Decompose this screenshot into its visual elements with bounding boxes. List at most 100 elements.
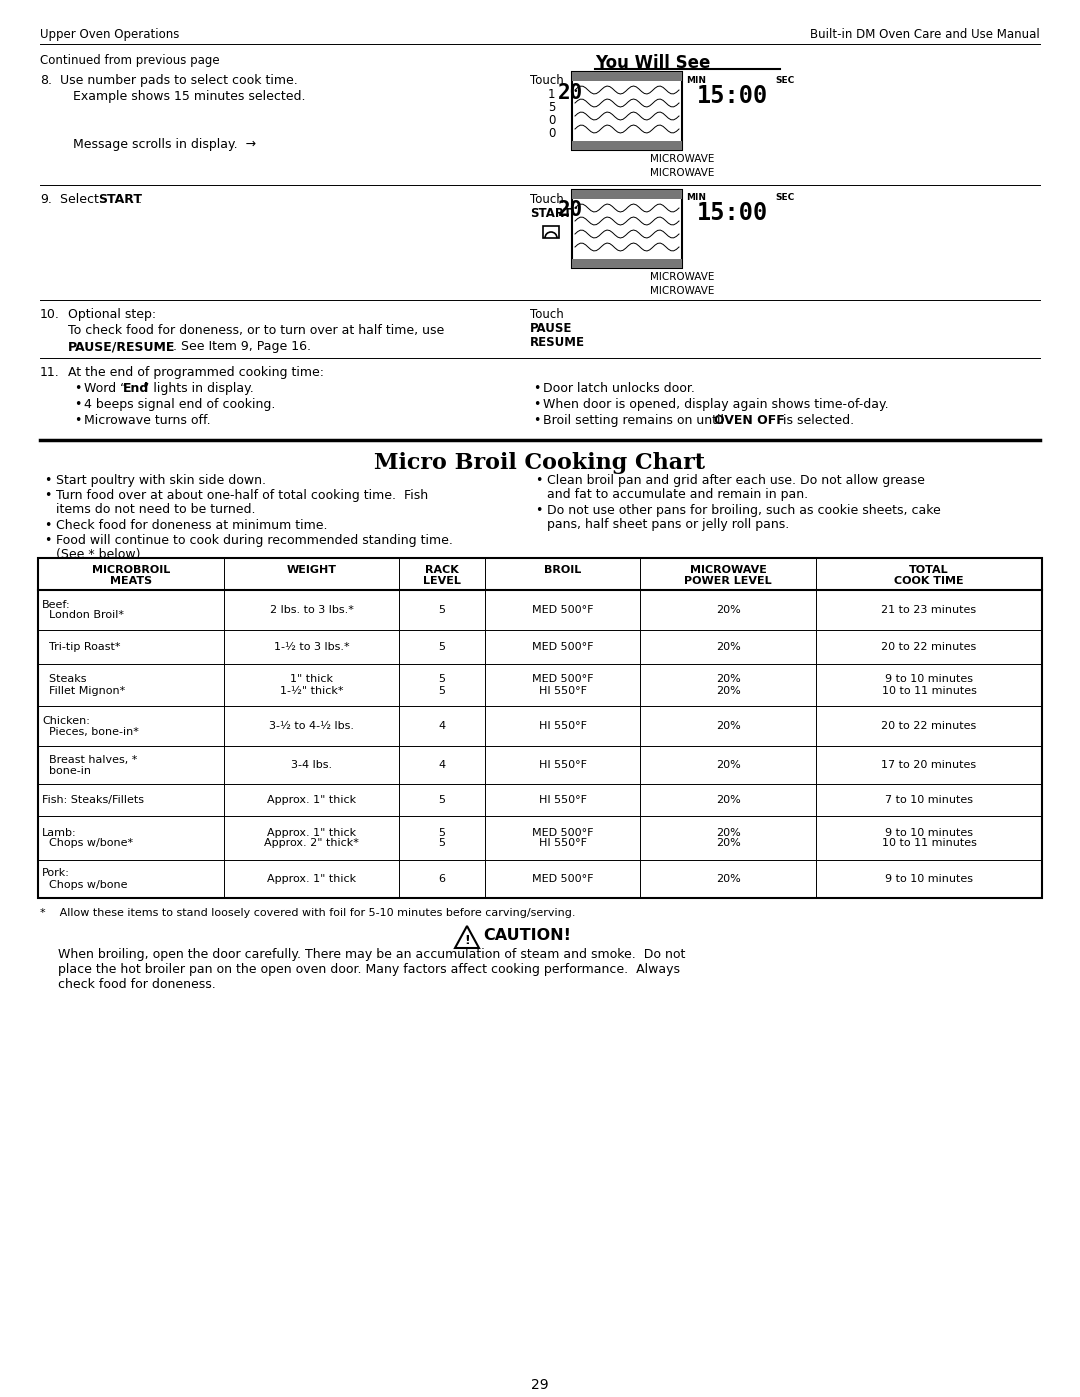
Text: 6: 6 — [438, 875, 446, 884]
Text: •: • — [44, 474, 52, 488]
Text: MED 500°F: MED 500°F — [531, 875, 593, 884]
Text: Breast halves, *: Breast halves, * — [42, 754, 137, 764]
Text: •: • — [534, 398, 540, 411]
Text: Pieces, bone-in*: Pieces, bone-in* — [42, 726, 139, 736]
Text: 15:00: 15:00 — [697, 201, 768, 225]
Text: Optional step:: Optional step: — [68, 307, 157, 321]
Text: 20%: 20% — [716, 686, 741, 696]
Text: 3-½ to 4-½ lbs.: 3-½ to 4-½ lbs. — [269, 721, 354, 731]
Text: Touch: Touch — [530, 74, 564, 87]
Text: 1-½" thick*: 1-½" thick* — [280, 686, 343, 696]
Text: Message scrolls in display.  →: Message scrolls in display. → — [73, 138, 256, 151]
Text: MIN: MIN — [686, 193, 706, 203]
Text: 1" thick: 1" thick — [291, 675, 333, 685]
Text: Built-in DM Oven Care and Use Manual: Built-in DM Oven Care and Use Manual — [810, 28, 1040, 41]
Text: SEC: SEC — [775, 193, 794, 203]
Bar — [38, 746, 1042, 784]
Text: place the hot broiler pan on the open oven door. Many factors affect cooking per: place the hot broiler pan on the open ov… — [58, 963, 680, 977]
Bar — [38, 861, 1042, 898]
Text: OVEN OFF: OVEN OFF — [714, 414, 785, 427]
Text: •: • — [75, 398, 81, 411]
Text: 3-4 lbs.: 3-4 lbs. — [291, 760, 333, 770]
Text: When broiling, open the door carefully. There may be an accumulation of steam an: When broiling, open the door carefully. … — [58, 949, 686, 961]
Text: ” lights in display.: ” lights in display. — [143, 381, 254, 395]
Text: MEATS: MEATS — [110, 576, 152, 585]
Bar — [38, 557, 1042, 898]
Text: Start poultry with skin side down.: Start poultry with skin side down. — [56, 474, 266, 488]
Text: Beef:: Beef: — [42, 599, 70, 609]
Text: 8.: 8. — [40, 74, 52, 87]
Text: 0: 0 — [548, 115, 555, 127]
Text: To check food for doneness, or to turn over at half time, use: To check food for doneness, or to turn o… — [68, 324, 444, 337]
Text: 17 to 20 minutes: 17 to 20 minutes — [881, 760, 976, 770]
Text: Broil setting remains on until: Broil setting remains on until — [543, 414, 728, 427]
Text: Steaks: Steaks — [42, 675, 86, 685]
Text: Turn food over at about one-half of total cooking time.  Fish: Turn food over at about one-half of tota… — [56, 489, 428, 502]
Text: •: • — [44, 520, 52, 532]
Bar — [38, 557, 1042, 590]
Text: RESUME: RESUME — [530, 337, 585, 349]
Text: START: START — [98, 193, 141, 205]
Text: pans, half sheet pans or jelly roll pans.: pans, half sheet pans or jelly roll pans… — [546, 518, 789, 531]
Text: 20: 20 — [558, 82, 583, 103]
Text: (See * below).: (See * below). — [56, 548, 145, 562]
Text: 4 beeps signal end of cooking.: 4 beeps signal end of cooking. — [84, 398, 275, 411]
Text: •: • — [535, 474, 542, 488]
Text: WEIGHT: WEIGHT — [286, 564, 337, 576]
Text: RACK: RACK — [426, 564, 459, 576]
Text: Pork:: Pork: — [42, 869, 70, 879]
Text: Chicken:: Chicken: — [42, 715, 90, 725]
Text: •: • — [534, 381, 540, 395]
Text: 11.: 11. — [40, 366, 59, 379]
Text: When door is opened, display again shows time-of-day.: When door is opened, display again shows… — [543, 398, 889, 411]
Text: LEVEL: LEVEL — [423, 576, 461, 585]
Text: 20 to 22 minutes: 20 to 22 minutes — [881, 643, 976, 652]
Text: Approx. 1" thick: Approx. 1" thick — [267, 827, 356, 837]
Bar — [38, 590, 1042, 630]
Text: Continued from previous page: Continued from previous page — [40, 54, 219, 67]
Text: 2 lbs. to 3 lbs.*: 2 lbs. to 3 lbs.* — [270, 605, 353, 615]
Text: 5: 5 — [438, 795, 446, 805]
Bar — [572, 190, 681, 268]
Text: .: . — [138, 193, 141, 205]
Text: MED 500°F: MED 500°F — [531, 827, 593, 837]
Text: Example shows 15 minutes selected.: Example shows 15 minutes selected. — [73, 89, 306, 103]
Text: Do not use other pans for broiling, such as cookie sheets, cake: Do not use other pans for broiling, such… — [546, 504, 941, 517]
Text: 15:00: 15:00 — [697, 84, 768, 108]
Text: •: • — [534, 414, 540, 427]
Text: 5: 5 — [438, 605, 446, 615]
Text: 21 to 23 minutes: 21 to 23 minutes — [881, 605, 976, 615]
Text: HI 550°F: HI 550°F — [539, 686, 586, 696]
Text: MED 500°F: MED 500°F — [531, 605, 593, 615]
Text: 20%: 20% — [716, 643, 741, 652]
Text: *    Allow these items to stand loosely covered with foil for 5-10 minutes befor: * Allow these items to stand loosely cov… — [40, 908, 576, 918]
Text: At the end of programmed cooking time:: At the end of programmed cooking time: — [68, 366, 324, 379]
Text: •: • — [44, 489, 52, 502]
Text: 20%: 20% — [716, 838, 741, 848]
Text: MIN: MIN — [686, 75, 706, 85]
Text: 20%: 20% — [716, 721, 741, 731]
Text: COOK TIME: COOK TIME — [894, 576, 963, 585]
Text: Approx. 1" thick: Approx. 1" thick — [267, 875, 356, 884]
Text: Door latch unlocks door.: Door latch unlocks door. — [543, 381, 694, 395]
Text: Upper Oven Operations: Upper Oven Operations — [40, 28, 179, 41]
Text: bone-in: bone-in — [42, 766, 91, 775]
Text: 10 to 11 minutes: 10 to 11 minutes — [881, 686, 976, 696]
Text: 5: 5 — [438, 827, 446, 837]
Text: 9 to 10 minutes: 9 to 10 minutes — [885, 827, 973, 837]
Text: Tri-tip Roast*: Tri-tip Roast* — [42, 643, 121, 652]
Bar — [572, 73, 681, 149]
Text: Select: Select — [60, 193, 103, 205]
Text: 4: 4 — [438, 721, 446, 731]
Text: Food will continue to cook during recommended standing time.: Food will continue to cook during recomm… — [56, 534, 453, 548]
Text: Word “: Word “ — [84, 381, 126, 395]
Bar — [543, 226, 559, 237]
Bar — [572, 190, 681, 198]
Text: 5: 5 — [438, 838, 446, 848]
Text: London Broil*: London Broil* — [42, 610, 124, 620]
Text: 5: 5 — [438, 686, 446, 696]
Text: Micro Broil Cooking Chart: Micro Broil Cooking Chart — [375, 453, 705, 474]
Text: Clean broil pan and grid after each use. Do not allow grease: Clean broil pan and grid after each use.… — [546, 474, 924, 488]
Text: and fat to accumulate and remain in pan.: and fat to accumulate and remain in pan. — [546, 488, 808, 502]
Text: MICROWAVE: MICROWAVE — [650, 272, 714, 282]
